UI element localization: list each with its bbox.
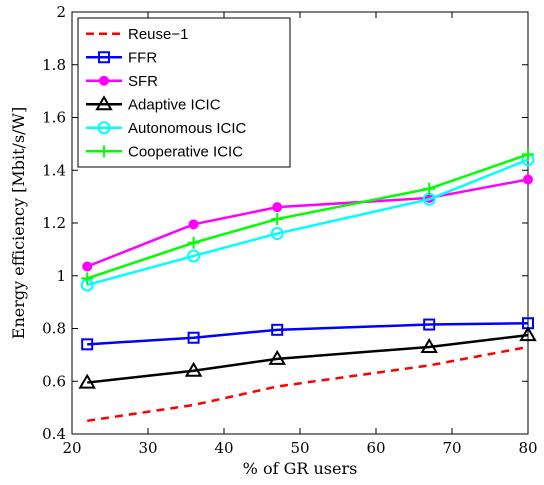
dot-marker — [82, 261, 93, 272]
legend-label: Adaptive ICIC — [128, 96, 221, 113]
legend-item: Reuse−1 — [86, 26, 188, 43]
series — [78, 326, 537, 389]
x-tick-label: 40 — [214, 439, 233, 457]
y-tick-label: 0.4 — [42, 425, 66, 443]
plus-marker — [98, 145, 110, 158]
y-tick-label: 0.6 — [42, 372, 66, 390]
y-tick-label: 0.8 — [42, 320, 66, 338]
axes: 20 30 40 50 60 70 80 0.4 0.6 0.8 1 1.2 1.4 1.6 1.8 2 — [42, 3, 537, 457]
triangle-marker — [184, 361, 203, 377]
legend-label: SFR — [128, 73, 158, 90]
series-line — [86, 153, 529, 280]
plus-marker — [81, 272, 94, 285]
legend-box — [77, 17, 291, 168]
legend-item: Cooperative ICIC — [86, 143, 243, 160]
series-line — [87, 321, 529, 346]
series — [82, 174, 533, 272]
series — [80, 153, 535, 292]
y-tick-label: 1.4 — [42, 161, 66, 179]
plus-marker — [187, 236, 200, 249]
square-marker — [271, 323, 284, 336]
legend-item: Adaptive ICIC — [86, 95, 221, 113]
legend-label: Cooperative ICIC — [128, 143, 243, 160]
y-axis-title: Energy efficiency [Mbit/s/W] — [9, 107, 28, 339]
legend-label: Autonomous ICIC — [128, 120, 247, 137]
x-tick-label: 60 — [366, 439, 385, 457]
legend: Reuse−1 FFR SFR Adaptive ICIC Autonomous ICI… — [77, 17, 291, 168]
y-tick-label: 1 — [56, 267, 66, 285]
triangle-marker — [268, 349, 286, 365]
triangle-marker — [78, 373, 96, 389]
y-tick-label: 1.2 — [42, 214, 66, 232]
series-line — [87, 333, 529, 384]
x-tick-label: 30 — [138, 439, 157, 457]
legend-item: Autonomous ICIC — [86, 120, 247, 137]
legend-label: Reuse−1 — [128, 26, 188, 43]
dot-marker — [99, 75, 109, 86]
triangle-marker — [420, 337, 438, 353]
triangle-marker — [95, 95, 113, 111]
circle-marker — [187, 249, 201, 263]
square-marker — [81, 338, 94, 351]
series-line — [86, 158, 529, 287]
plus-marker — [271, 213, 284, 226]
x-tick-label: 20 — [62, 439, 81, 457]
x-axis-title: % of GR users — [243, 459, 358, 478]
plus-marker — [522, 148, 534, 161]
square-marker — [98, 51, 110, 64]
dot-marker — [272, 202, 283, 213]
series — [87, 345, 529, 423]
legend-item: FFR — [86, 49, 157, 66]
y-tick-label: 1.8 — [42, 56, 66, 74]
series — [81, 317, 534, 351]
x-tick-label: 80 — [518, 439, 537, 457]
circle-marker — [97, 121, 111, 135]
legend-label: FFR — [128, 49, 157, 66]
series-layer — [78, 148, 537, 423]
series — [81, 148, 534, 285]
triangle-marker — [519, 326, 537, 342]
x-tick-label: 50 — [290, 439, 309, 457]
legend-item: SFR — [86, 73, 158, 90]
y-tick-label: 2 — [56, 3, 66, 21]
circle-marker — [270, 227, 284, 241]
plus-marker — [423, 182, 436, 195]
square-marker — [187, 331, 200, 344]
square-marker — [423, 318, 436, 331]
series-line — [86, 178, 529, 268]
y-tick-label: 1.6 — [42, 109, 66, 127]
series-line — [87, 345, 529, 423]
dot-marker — [523, 174, 533, 185]
dot-marker — [188, 219, 199, 230]
x-tick-label: 70 — [442, 439, 461, 457]
